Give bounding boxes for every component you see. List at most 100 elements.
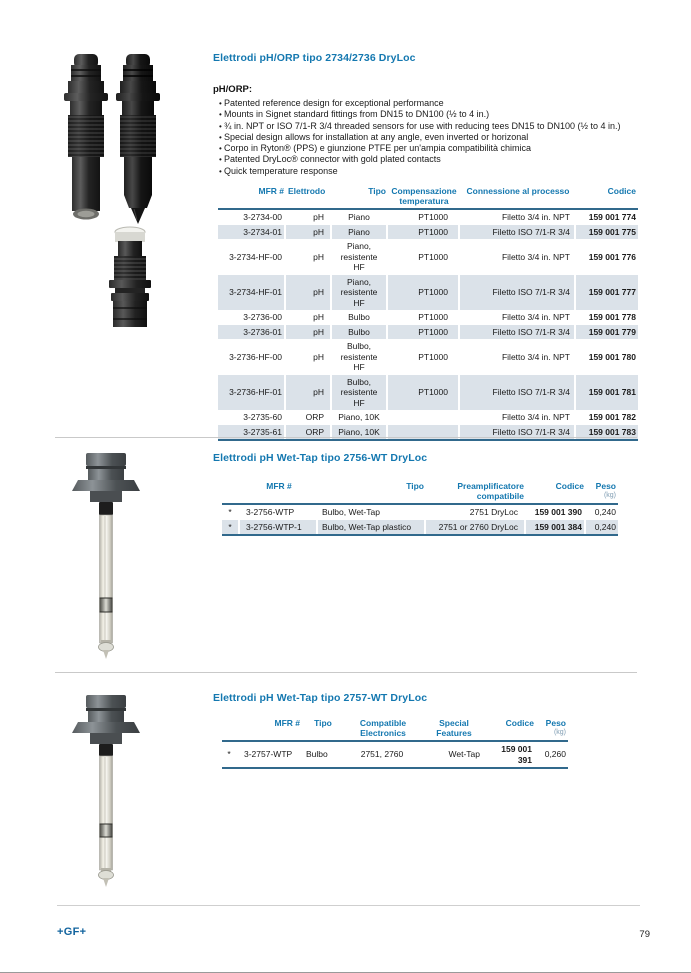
table-cell: ORP — [286, 410, 332, 425]
table-cell: ORP — [286, 424, 332, 440]
wet-tap-electrode-photo-2756 — [72, 453, 140, 659]
table-header-row: MFR # Elettrodo Tipo Compensazione tempe… — [218, 186, 638, 211]
table-cell: Bulbo, resistente HF — [332, 374, 388, 411]
table-cell: 0,240 — [594, 507, 616, 517]
section-title: Elettrodi pH Wet-Tap tipo 2757-WT DryLoc — [213, 692, 428, 704]
table-cell: Filetto ISO 7/1-R 3/4 — [460, 324, 576, 340]
peso-label: Peso — [545, 718, 566, 728]
table-cell: Piano — [332, 210, 388, 225]
bullet-item: Patented DryLoc® connector with gold pla… — [219, 154, 671, 165]
table-cell: * — [222, 519, 240, 534]
table-cell: Filetto ISO 7/1-R 3/4 — [460, 374, 576, 411]
section-2757: Elettrodi pH Wet-Tap tipo 2757-WT DryLoc… — [213, 692, 668, 769]
table-cell: * — [222, 505, 240, 520]
column-header-codice: Codice — [607, 186, 636, 197]
table-cell: pH — [286, 310, 332, 325]
table-cell: 3-2736-01 — [218, 324, 286, 340]
table-cell: PT1000 — [388, 210, 460, 225]
table-cell: 3-2734-HF-01 — [218, 274, 286, 311]
bullet-item: Mounts in Signet standard fittings from … — [219, 109, 671, 120]
table-cell: 159 001 778 — [588, 312, 636, 323]
electrode-table-2756: MFR # Tipo Preamplificatore compatibile … — [222, 481, 618, 536]
table-cell: PT1000 — [388, 339, 460, 375]
section-subtitle: pH/ORP: — [213, 84, 253, 95]
table-cell: 0,240 — [586, 519, 618, 534]
table-cell: Filetto ISO 7/1-R 3/4 — [460, 274, 576, 311]
product-table: * 3-2757-WTP Bulbo 2751, 2760 Wet-Tap 159 001… — [222, 742, 568, 769]
table-cell: PT1000 — [388, 374, 460, 411]
table-cell: 2751 DryLoc — [426, 505, 526, 520]
product-table: 3-2734-00 pH Piano PT1000 Filetto 3/4 in. NP… — [218, 210, 638, 442]
table-header-row: MFR # Tipo Preamplificatore compatibile … — [222, 481, 618, 505]
feature-bullet-list: Patented reference design for exceptiona… — [213, 98, 671, 177]
table-cell: Piano — [332, 224, 388, 240]
column-header-tipo: Tipo — [368, 186, 386, 197]
table-cell: 159 001 780 — [588, 351, 636, 362]
column-header-compatible-electronics: Compatible Electronics — [359, 718, 407, 738]
table-cell: 159 001 775 — [576, 224, 638, 240]
table-cell: PT1000 — [388, 239, 460, 275]
table-cell: pH — [286, 239, 332, 275]
electrode-detail-photo — [109, 226, 151, 327]
table-cell: Filetto 3/4 in. NPT — [460, 410, 576, 425]
page-number: 79 — [639, 929, 650, 940]
table-cell: 159 001 391 — [486, 742, 536, 767]
table-cell: * — [222, 742, 238, 767]
table-cell: 3-2756-WTP-1 — [240, 519, 318, 534]
table-cell: Piano, resistente HF — [332, 274, 388, 311]
table-cell: 3-2736-00 — [218, 310, 286, 325]
bullet-item: Corpo in Ryton® (PPS) e giunzione PTFE p… — [219, 143, 671, 154]
electrode-table-2734-2736: MFR # Elettrodo Tipo Compensazione tempe… — [218, 186, 638, 442]
table-cell: PT1000 — [388, 224, 460, 240]
footer-divider — [57, 905, 640, 906]
table-cell: 159 001 782 — [588, 412, 636, 423]
column-header-mfr: MFR # — [258, 186, 285, 197]
table-row: * 3-2756-WTP Bulbo, Wet-Tap 2751 DryLoc 159 … — [222, 505, 618, 520]
column-header-peso: Peso (kg) — [586, 481, 618, 501]
table-cell: 2751, 2760 — [344, 742, 422, 767]
table-cell: pH — [286, 274, 332, 311]
column-header-mfr: MFR # — [266, 481, 292, 491]
column-header-footnote — [222, 718, 238, 738]
table-cell: 3-2756-WTP — [240, 505, 318, 520]
column-header-tipo: Tipo — [406, 481, 424, 491]
table-cell: 3-2734-01 — [218, 224, 286, 240]
table-row: 3-2736-01 pH Bulbo PT1000 Filetto ISO 7/1-R … — [218, 324, 638, 340]
table-cell: Bulbo — [332, 310, 388, 325]
table-row: * 3-2757-WTP Bulbo 2751, 2760 Wet-Tap 159 001… — [222, 742, 568, 767]
column-header-tipo: Tipo — [314, 718, 332, 728]
table-cell: Bulbo — [302, 742, 344, 767]
table-cell: 3-2734-00 — [218, 210, 286, 225]
column-header-mfr: MFR # — [274, 718, 301, 728]
table-cell: 3-2736-HF-01 — [218, 374, 286, 411]
section-divider — [55, 672, 637, 673]
table-cell: 159 001 777 — [576, 274, 638, 311]
section-title: Elettrodi pH/ORP tipo 2734/2736 DryLoc — [213, 52, 416, 64]
table-cell: 3-2757-WTP — [238, 742, 302, 767]
table-cell: Piano, 10K — [332, 410, 388, 425]
table-cell — [388, 410, 460, 425]
table-cell: 159 001 384 — [526, 519, 586, 534]
column-header-peso: Peso (kg) — [536, 718, 568, 738]
table-cell: Filetto ISO 7/1-R 3/4 — [460, 424, 576, 440]
column-header-special-features: Special Features — [436, 718, 472, 738]
table-cell: 0,260 — [544, 749, 566, 760]
table-row: 3-2736-00 pH Bulbo PT1000 Filetto 3/4 in. NP… — [218, 310, 638, 325]
bullet-item: ¾ in. NPT or ISO 7/1-R 3/4 threaded sens… — [219, 121, 671, 132]
peso-unit-label: (kg) — [603, 492, 616, 499]
table-cell: Filetto 3/4 in. NPT — [460, 339, 576, 375]
column-header-compensazione: Compensazione temperatura — [391, 186, 457, 207]
table-cell: pH — [286, 324, 332, 340]
table-row: 3-2734-HF-01 pH Piano, resistente HF PT1000… — [218, 274, 638, 311]
table-cell: 159 001 781 — [576, 374, 638, 411]
column-header-codice: Codice — [555, 481, 584, 491]
table-cell: 3-2734-HF-00 — [218, 239, 286, 275]
table-cell: 3-2735-60 — [218, 410, 286, 425]
table-cell: PT1000 — [388, 274, 460, 311]
table-cell: Filetto 3/4 in. NPT — [460, 239, 576, 275]
table-cell: Piano, 10K — [332, 424, 388, 440]
bullet-item: Quick temperature response — [219, 166, 671, 177]
table-cell: PT1000 — [388, 310, 460, 325]
table-row: 3-2734-01 pH Piano PT1000 Filetto ISO 7/1-R … — [218, 224, 638, 240]
